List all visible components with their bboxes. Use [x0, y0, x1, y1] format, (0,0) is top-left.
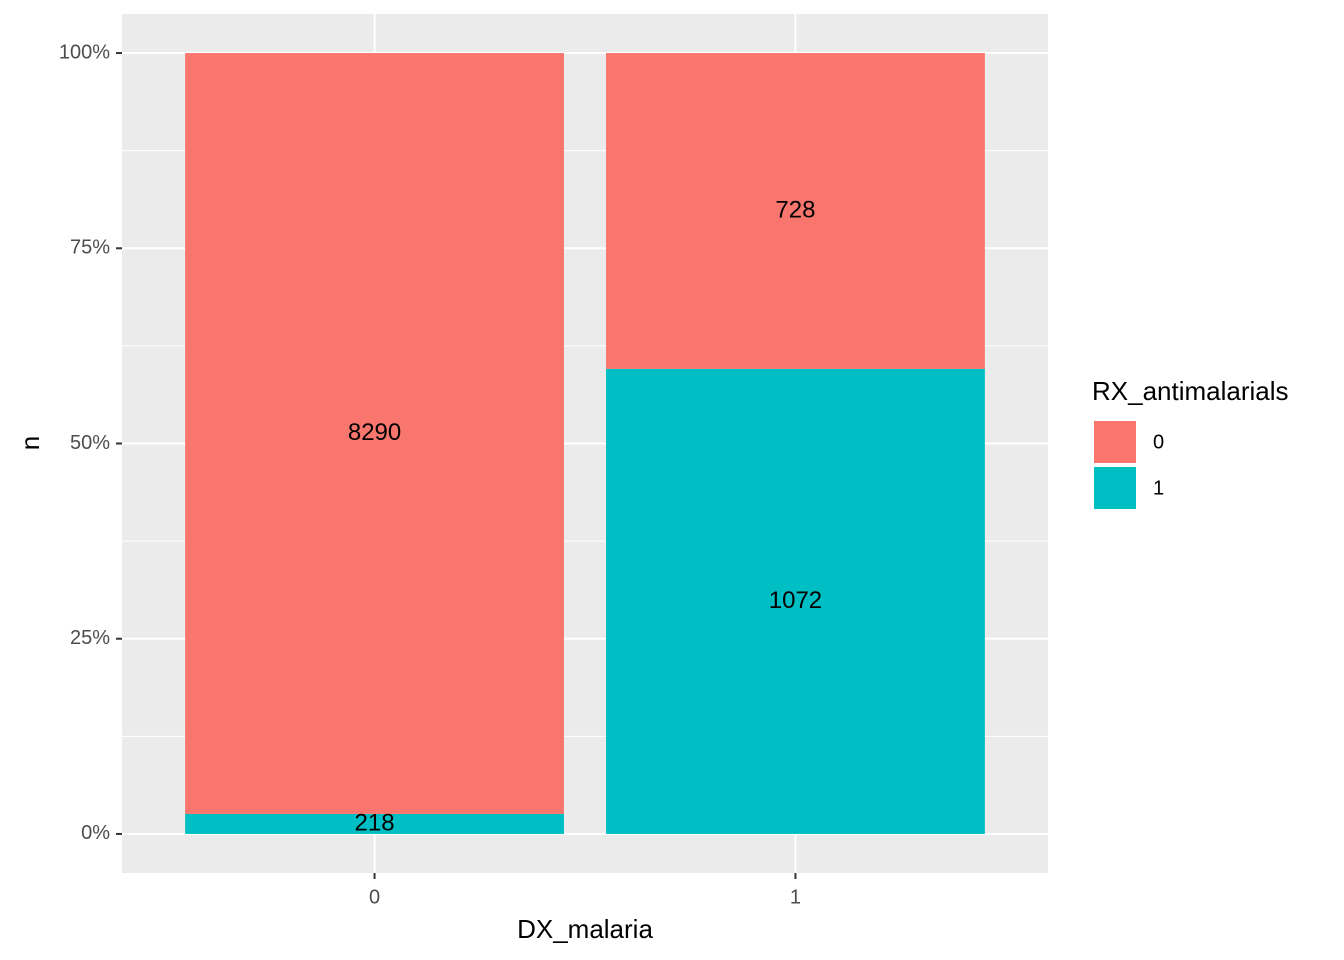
legend-title: RX_antimalarials	[1092, 376, 1289, 406]
x-tick-label: 1	[790, 886, 801, 908]
legend-label: 0	[1153, 431, 1164, 453]
bar-segment	[185, 813, 564, 834]
y-tick-label: 75%	[70, 237, 110, 259]
y-tick-label: 25%	[70, 627, 110, 649]
bar-segment	[606, 368, 985, 834]
data-label: 8290	[348, 419, 401, 446]
legend-key	[1094, 421, 1136, 463]
x-tick-label: 0	[369, 886, 380, 908]
y-axis-title: n	[15, 436, 45, 450]
legend-label: 1	[1153, 477, 1164, 499]
legend-key	[1094, 467, 1136, 509]
bar-segment	[185, 53, 564, 814]
y-tick-label: 50%	[70, 432, 110, 454]
x-axis-title: DX_malaria	[517, 914, 653, 944]
y-tick-label: 100%	[59, 41, 110, 63]
bar-segment	[606, 53, 985, 369]
data-label: 1072	[769, 587, 822, 614]
data-label: 728	[775, 196, 815, 223]
y-tick-label: 0%	[81, 822, 110, 844]
data-label: 218	[355, 809, 395, 836]
